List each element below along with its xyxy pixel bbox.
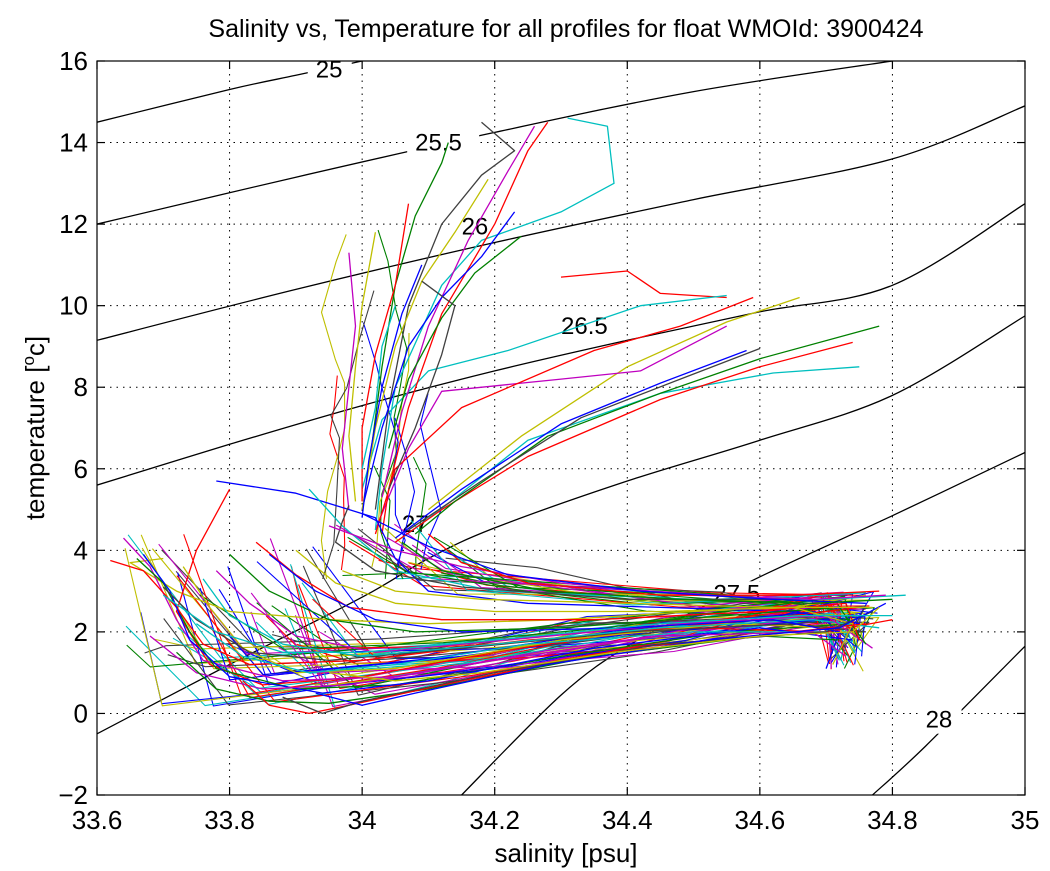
x-axis-title: salinity [psu]: [494, 838, 637, 868]
plot-frame: [96, 60, 1026, 796]
y-tick-label: 8: [74, 372, 88, 402]
profile-line: [268, 553, 841, 669]
chart-title: Salinity vs, Temperature for all profile…: [208, 15, 923, 43]
profile-line: [381, 125, 536, 498]
y-tick-label: 12: [59, 209, 88, 239]
profile-line: [110, 559, 893, 666]
profile-line: [427, 296, 800, 511]
profile-line: [361, 294, 727, 490]
y-tick-label: 0: [74, 698, 88, 728]
y-axis-title-superscript: o: [19, 356, 38, 365]
x-tick-label: 35: [1011, 805, 1040, 835]
profile-line: [394, 417, 416, 579]
profile-line: [329, 375, 346, 571]
contour-label-background: [917, 707, 962, 734]
profile-line: [361, 211, 516, 510]
y-tick-label: 16: [59, 46, 88, 76]
profile-line: [427, 533, 880, 596]
density-contour-26-5: [97, 203, 1025, 486]
x-tick-label: 34.4: [602, 805, 653, 835]
profile-line: [394, 349, 747, 539]
contour-label-background: [307, 61, 352, 84]
contour-label: 26.5: [561, 313, 608, 340]
profile-line: [368, 142, 449, 469]
profile-line: [412, 456, 427, 579]
profile-line: [401, 541, 893, 604]
profile-line: [282, 610, 873, 715]
x-tick-label: 33.8: [204, 805, 255, 835]
profile-line: [361, 305, 396, 469]
profile-line: [229, 553, 867, 645]
profile-line: [414, 325, 880, 535]
contour-label: 25: [316, 56, 343, 83]
profile-line: [123, 537, 840, 682]
profile-line: [334, 505, 800, 600]
profile-line: [394, 341, 853, 543]
y-axis-title-main: temperature [: [20, 365, 50, 520]
profile-lines: [110, 117, 906, 715]
profile-line: [361, 178, 489, 510]
profile-line: [163, 617, 847, 706]
profile-line: [308, 488, 906, 600]
density-contour-26: [97, 105, 1025, 341]
profile-line: [374, 296, 754, 535]
profile-line: [255, 541, 860, 641]
density-contour-28: [872, 645, 1025, 795]
profile-line: [162, 594, 893, 653]
profile-line: [216, 480, 860, 625]
profile-line: [388, 280, 456, 490]
profile-line: [419, 393, 442, 570]
y-axis-title: temperature [oc]: [19, 336, 50, 520]
y-tick-label: 4: [74, 535, 88, 565]
profile-line: [202, 578, 880, 658]
contour-label: 28: [926, 707, 953, 734]
y-tick-label: 2: [74, 617, 88, 647]
profile-line: [320, 234, 347, 579]
contour-label: 26: [462, 213, 489, 240]
profile-line: [388, 235, 522, 449]
x-tick-label: 34.8: [867, 805, 918, 835]
profile-line: [348, 232, 377, 502]
axis-ticks: 33.6 33.8 34 34.2 34.4 34.6 34.8 35 −2 0 2 4 6 8 10 12 1…: [58, 46, 1039, 835]
profile-line: [341, 252, 357, 510]
profile-line: [361, 203, 410, 502]
profile-line: [407, 561, 871, 602]
profile-line: [182, 566, 840, 674]
profile-line: [361, 264, 423, 518]
y-tick-label: 14: [59, 128, 88, 158]
profile-line: [328, 525, 886, 600]
profile-line: [374, 117, 615, 530]
profile-line: [328, 606, 880, 682]
profile-line: [162, 586, 866, 662]
contour-label: 25.5: [415, 130, 462, 157]
contour-label-background: [407, 130, 480, 157]
y-tick-label: 6: [74, 454, 88, 484]
contour-label-background: [553, 314, 625, 341]
profile-line: [560, 270, 727, 299]
x-tick-label: 34.6: [735, 805, 786, 835]
y-axis-title-tail: c]: [20, 336, 50, 356]
profile-line: [289, 564, 863, 710]
x-tick-label: 33.6: [72, 805, 123, 835]
y-tick-label: −2: [58, 780, 88, 810]
profile-line: [215, 570, 873, 653]
density-contour-25-5: [97, 61, 893, 225]
profile-line: [408, 347, 761, 531]
profile-line: [295, 549, 854, 665]
x-tick-label: 34: [348, 805, 377, 835]
profile-line: [315, 602, 887, 706]
x-tick-label: 34.2: [469, 805, 520, 835]
profile-line: [361, 513, 866, 604]
profile-line: [342, 570, 873, 609]
y-tick-label: 10: [59, 291, 88, 321]
